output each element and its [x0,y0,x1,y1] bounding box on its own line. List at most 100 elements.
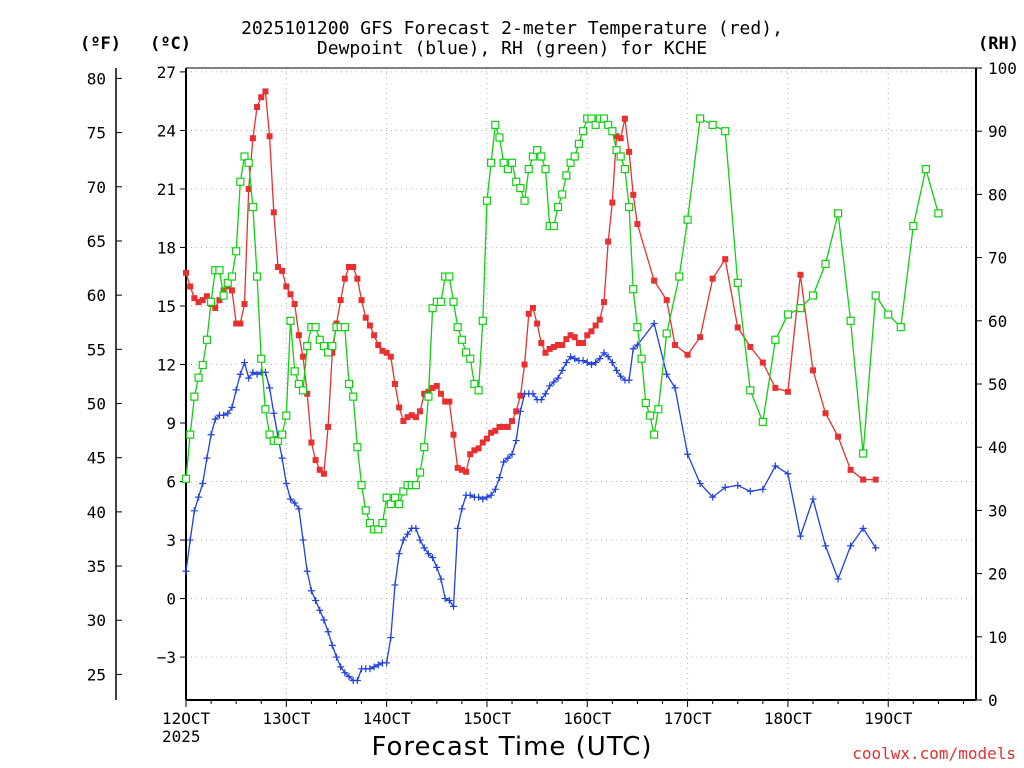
temperature-point [270,209,277,216]
dewpoint-series [182,320,880,684]
rh-point [650,430,659,439]
temperature-point [350,263,357,270]
rh-point [604,120,613,129]
dewpoint-point [420,544,428,552]
rh-point [353,443,362,452]
dewpoint-point [190,507,198,515]
temperature-point [575,340,582,347]
rh-point [620,165,629,174]
dewpoint-point [366,665,374,673]
rh-point [344,379,354,389]
dewpoint-point [353,676,361,684]
x-tick-label: 16OCT [563,709,612,728]
rh-point [884,310,893,319]
dewpoint-point [696,479,704,487]
rh-point [708,120,717,129]
rh-point [608,127,617,136]
dewpoint-point [224,409,232,417]
rh-point [420,443,429,452]
temperature-point [274,263,281,270]
dewpoint-point [491,485,499,493]
temperature-point [429,384,436,391]
temperature-point [617,135,624,142]
celsius-tick-label: 0 [166,590,176,609]
celsius-tick-label: 9 [166,414,176,433]
temperature-point [329,349,336,356]
rh-point [303,341,312,351]
dewpoint-point [211,415,219,423]
temperature-point [320,470,327,477]
temperature-point [237,320,244,327]
rh-point [482,196,492,205]
x-tick-label: 19OCT [864,709,913,728]
rh-point [436,297,446,306]
dewpoint-point [537,396,545,404]
dewpoint-point [328,641,336,649]
rh-point [290,367,299,376]
rh-point [424,392,433,401]
dewpoint-point [337,663,345,671]
rh-point [457,335,466,344]
temperature-point [458,466,465,473]
rh-point [399,487,408,496]
credit-text[interactable]: coolwx.com/models [852,744,1016,763]
temperature-series [183,88,879,483]
celsius-tick-label: 15 [157,297,176,316]
temperature-point [454,464,461,471]
temperature-point [521,361,528,368]
temperature-point [563,336,570,343]
dewpoint-point [663,370,671,378]
temperature-point [672,341,679,348]
dewpoint-point [504,454,512,462]
temperature-point [408,412,415,419]
rh-point [236,177,245,186]
dewpoint-point [270,409,278,417]
dewpoint-point [596,355,604,363]
rh-point [487,158,496,167]
celsius-unit-label: (ºC) [150,34,191,54]
rh-point [232,247,241,256]
rh-point [570,152,579,161]
temperature-point [509,418,516,425]
dewpoint-point [475,493,483,501]
rh-tick-label: 20 [988,565,1007,584]
rh-point [491,120,500,129]
rh-point [194,373,203,382]
temperature-point [371,332,378,339]
temperature-point [383,349,390,356]
dewpoint-point [571,355,579,363]
fahrenheit-tick-label: 35 [87,557,106,576]
dewpoint-point [516,407,524,415]
temperature-point [559,341,566,348]
dewpoint-point [332,653,340,661]
temperature-point [199,297,206,304]
temperature-point [475,445,482,452]
temperature-point [504,423,511,430]
dewpoint-point [341,669,349,677]
dewpoint-point [182,567,190,575]
dewpoint-point [592,359,600,367]
temperature-point [203,293,210,300]
rh-point [461,348,471,357]
temperature-point [630,191,637,198]
rh-point [478,316,487,325]
rh-point [244,158,253,167]
dewpoint-point [650,320,658,328]
x-tick-label: 17OCT [664,709,713,728]
temperature-point [216,297,223,304]
temperature-point [835,433,842,440]
rh-point [846,316,855,325]
fahrenheit-tick-label: 45 [87,449,106,468]
temperature-point [358,297,365,304]
rh-point [645,411,655,420]
rh-point [349,392,358,401]
fahrenheit-tick-label: 75 [87,124,106,143]
dewpoint-point [316,606,324,614]
temperature-point [709,275,716,282]
rh-point [240,152,249,161]
dewpoint-point [613,366,621,374]
temperature-point [233,320,240,327]
dewpoint-point [487,491,495,499]
temperature-point [433,382,440,389]
